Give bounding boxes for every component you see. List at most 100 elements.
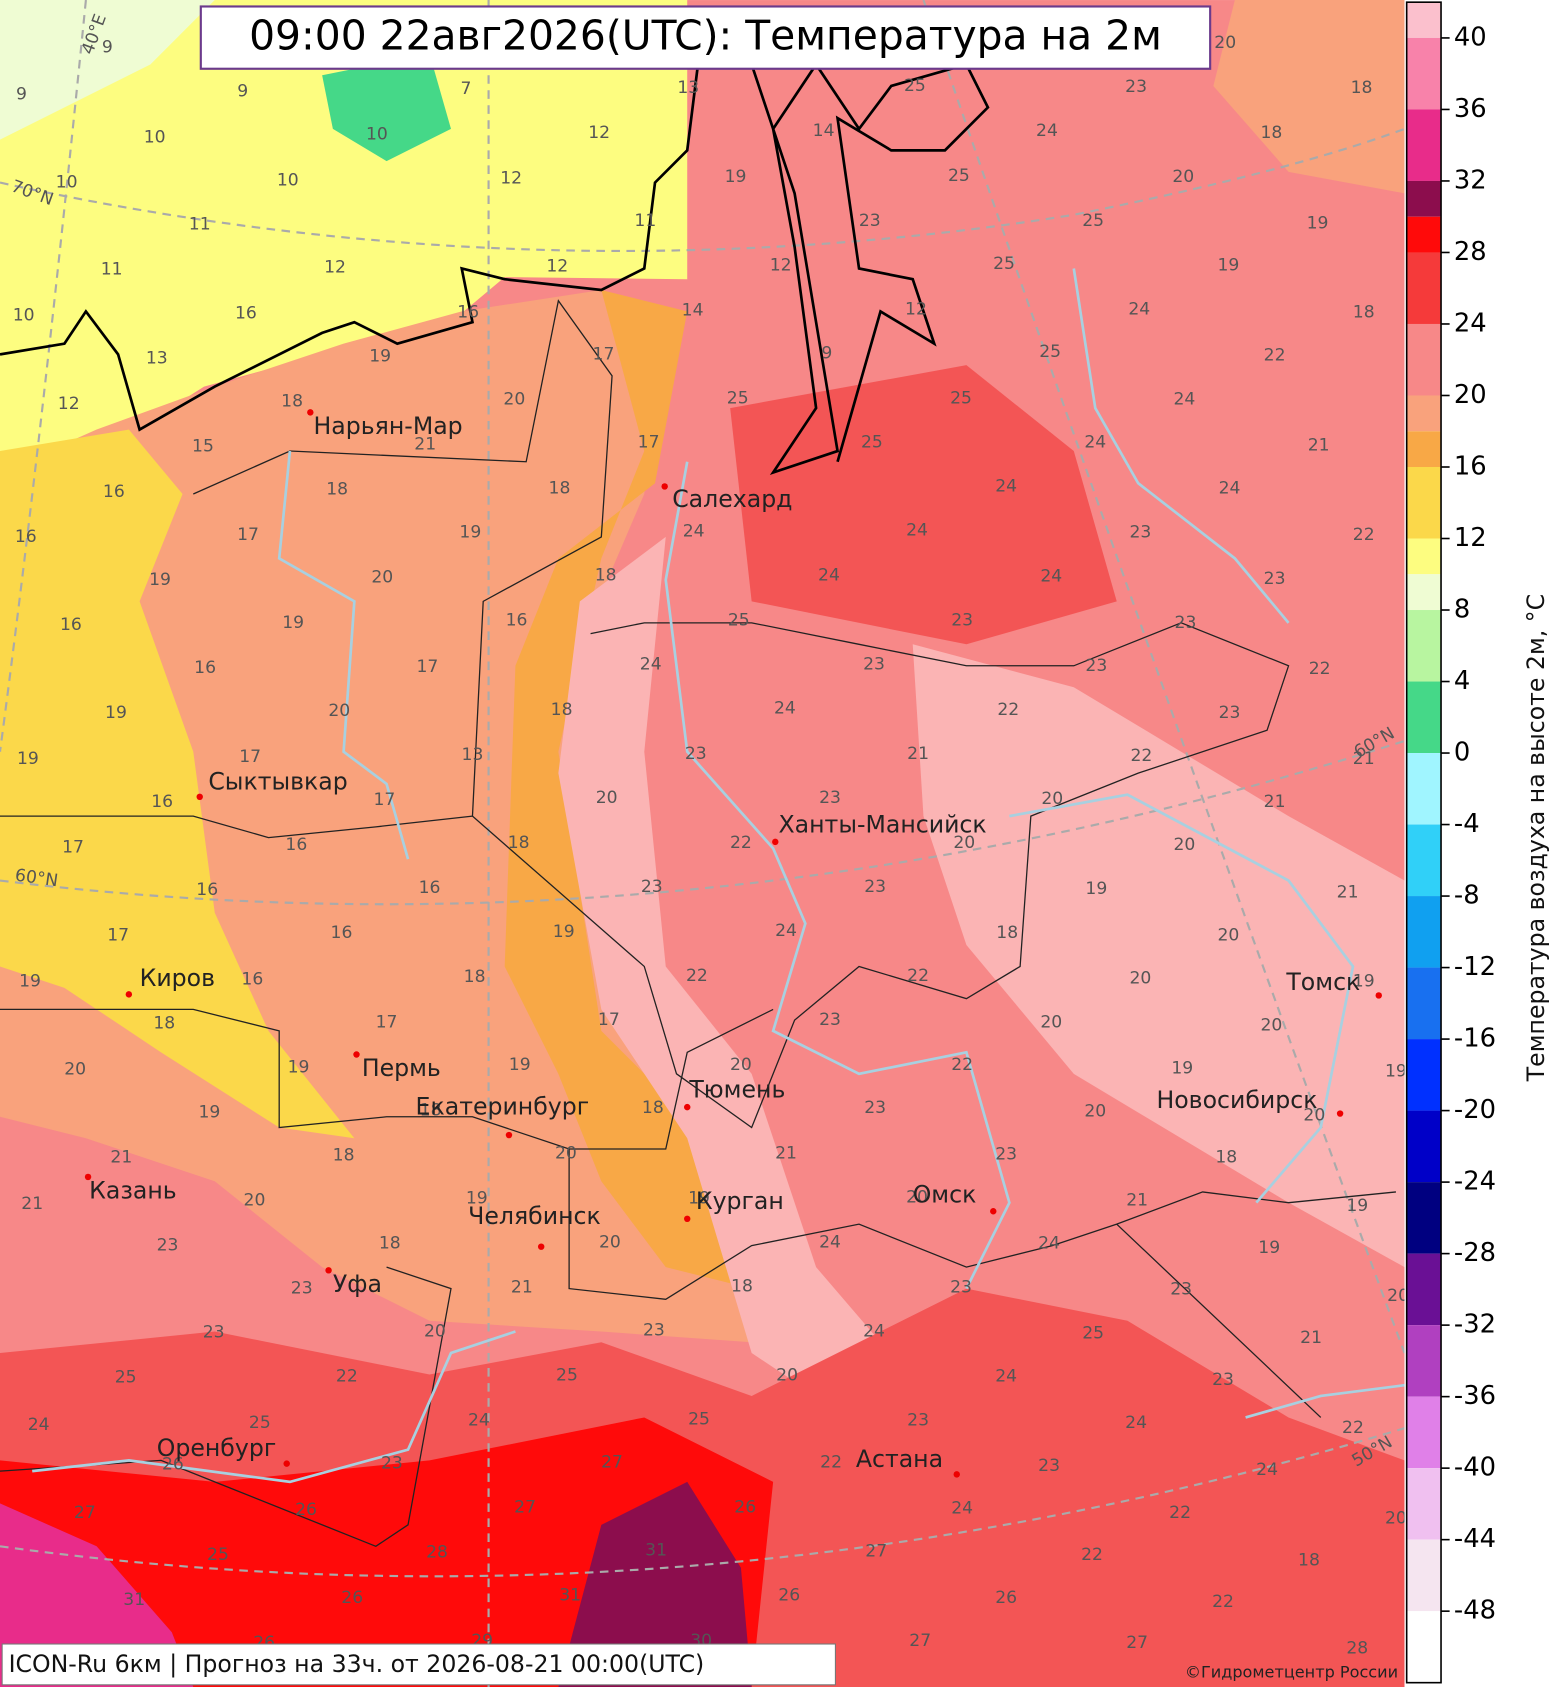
city-name: Пермь bbox=[362, 1054, 441, 1082]
temperature-label: 20 bbox=[1084, 1101, 1106, 1121]
temperature-label: 21 bbox=[1353, 749, 1375, 769]
colorbar-bin bbox=[1406, 681, 1442, 754]
colorbar-bin bbox=[1406, 1325, 1442, 1397]
temperature-label: 25 bbox=[249, 1413, 271, 1433]
temperature-label: 21 bbox=[1126, 1191, 1148, 1211]
colorbar-bin bbox=[1406, 466, 1442, 539]
colorbar-tick-label: -4 bbox=[1454, 809, 1480, 839]
temperature-label: 18 bbox=[595, 566, 617, 586]
temperature-label: 11 bbox=[634, 211, 656, 231]
temperature-label: 20 bbox=[328, 701, 350, 721]
temperature-label: 18 bbox=[333, 1145, 355, 1165]
temperature-label: 18 bbox=[549, 479, 571, 499]
colorbar-tick-label: 20 bbox=[1454, 380, 1487, 410]
city-dot bbox=[1375, 992, 1382, 999]
colorbar-bin bbox=[1406, 1253, 1442, 1326]
colorbar-bin bbox=[1406, 1110, 1442, 1183]
title-box bbox=[199, 5, 1212, 70]
colorbar-bin bbox=[1406, 109, 1442, 181]
temperature-label: 16 bbox=[506, 611, 528, 631]
city-name: Томск bbox=[1285, 968, 1360, 996]
temperature-label: 7 bbox=[461, 79, 472, 99]
temperature-label: 25 bbox=[1039, 342, 1061, 362]
temperature-label: 23 bbox=[907, 1411, 929, 1431]
colorbar-bin bbox=[1406, 252, 1442, 324]
temperature-label: 24 bbox=[819, 1232, 841, 1252]
temperature-label: 31 bbox=[645, 1541, 667, 1561]
temperature-label: 18 bbox=[464, 967, 486, 987]
temperature-label: 18 bbox=[326, 480, 348, 500]
colorbar-tick-label: 28 bbox=[1454, 237, 1487, 267]
temperature-label: 18 bbox=[1298, 1550, 1320, 1570]
temperature-label: 22 bbox=[907, 966, 929, 986]
temperature-label: 17 bbox=[638, 432, 660, 452]
temperature-label: 19 bbox=[1353, 971, 1375, 991]
colorbar-tick-label: -8 bbox=[1454, 881, 1480, 911]
colorbar-bin bbox=[1406, 1468, 1442, 1540]
city-dot bbox=[325, 1267, 332, 1274]
temperature-label: 23 bbox=[643, 1320, 665, 1340]
temperature-label: 18 bbox=[153, 1013, 175, 1033]
temperature-label: 18 bbox=[1351, 78, 1373, 98]
city-dot bbox=[353, 1051, 360, 1058]
temperature-label: 23 bbox=[1264, 569, 1286, 589]
temperature-label: 16 bbox=[60, 615, 82, 635]
temperature-label: 24 bbox=[863, 1322, 885, 1342]
temperature-label: 19 bbox=[1385, 1062, 1407, 1082]
temperature-label: 24 bbox=[1040, 567, 1062, 587]
temperature-label: 22 bbox=[1342, 1418, 1364, 1438]
city-name: Астана bbox=[856, 1445, 943, 1473]
temperature-label: 25 bbox=[727, 388, 749, 408]
temperature-label: 24 bbox=[468, 1411, 490, 1431]
temperature-label: 18 bbox=[420, 1100, 442, 1120]
temperature-label: 19 bbox=[149, 570, 171, 590]
colorbar-tick-label: -40 bbox=[1454, 1453, 1496, 1483]
cities: Нарьян-Мар Салехард Сыктывкар Ханты-Мансийс… bbox=[8, 12, 1398, 1478]
map-field bbox=[0, 0, 1405, 1687]
temperature-label: 23 bbox=[1125, 77, 1147, 97]
temperature-label: 19 bbox=[459, 523, 481, 543]
temperature-label: 23 bbox=[1219, 703, 1241, 723]
colorbar-tick-label: 8 bbox=[1454, 595, 1470, 625]
temperature-label: 17 bbox=[376, 1012, 398, 1032]
temperature-label: 22 bbox=[1169, 1503, 1191, 1523]
temperature-label: 27 bbox=[865, 1542, 887, 1562]
colorbar-tick-label: -44 bbox=[1454, 1524, 1496, 1554]
temperature-label: 19 bbox=[1171, 1058, 1193, 1078]
temperature-label: 16 bbox=[196, 880, 218, 900]
temperature-label: 20 bbox=[1260, 1016, 1282, 1036]
temperature-label: 23 bbox=[1085, 656, 1107, 676]
colorbar-bin bbox=[1406, 431, 1442, 467]
city-dot bbox=[661, 483, 668, 490]
temperature-label: 10 bbox=[366, 124, 388, 144]
temperature-label: 23 bbox=[1038, 1456, 1060, 1476]
temperature-label: 24 bbox=[1256, 1460, 1278, 1480]
city-dot bbox=[283, 1460, 290, 1467]
temperature-label: 12 bbox=[546, 256, 568, 276]
temperature-label: 10 bbox=[277, 170, 299, 190]
temperature-label: 25 bbox=[861, 432, 883, 452]
colorbar-tick-label: -48 bbox=[1454, 1596, 1496, 1626]
temperature-label: 23 bbox=[157, 1236, 179, 1256]
colorbar-tick-label: 36 bbox=[1454, 94, 1487, 124]
temperature-label: 13 bbox=[146, 349, 168, 369]
temperature-label: 23 bbox=[1212, 1370, 1234, 1390]
temperature-label: 19 bbox=[1307, 213, 1329, 233]
temperature-label: 18 bbox=[1215, 1148, 1237, 1168]
temperature-label: 23 bbox=[864, 877, 886, 897]
temperature-label: 26 bbox=[295, 1500, 317, 1520]
temperature-label: 20 bbox=[424, 1322, 446, 1342]
temperature-label: 20 bbox=[1385, 1508, 1407, 1528]
temperature-label: 24 bbox=[1038, 1233, 1060, 1253]
temperature-label: 17 bbox=[416, 657, 438, 677]
temperature-label: 20 bbox=[371, 568, 393, 588]
temperature-label: 15 bbox=[192, 437, 214, 457]
temperature-label: 23 bbox=[685, 744, 707, 764]
colorbar-bin bbox=[1406, 37, 1442, 110]
temperature-label: 21 bbox=[775, 1143, 797, 1163]
temperature-label: 23 bbox=[859, 211, 881, 231]
temperature-label: 16 bbox=[241, 969, 263, 989]
temperature-label: 23 bbox=[291, 1279, 313, 1299]
